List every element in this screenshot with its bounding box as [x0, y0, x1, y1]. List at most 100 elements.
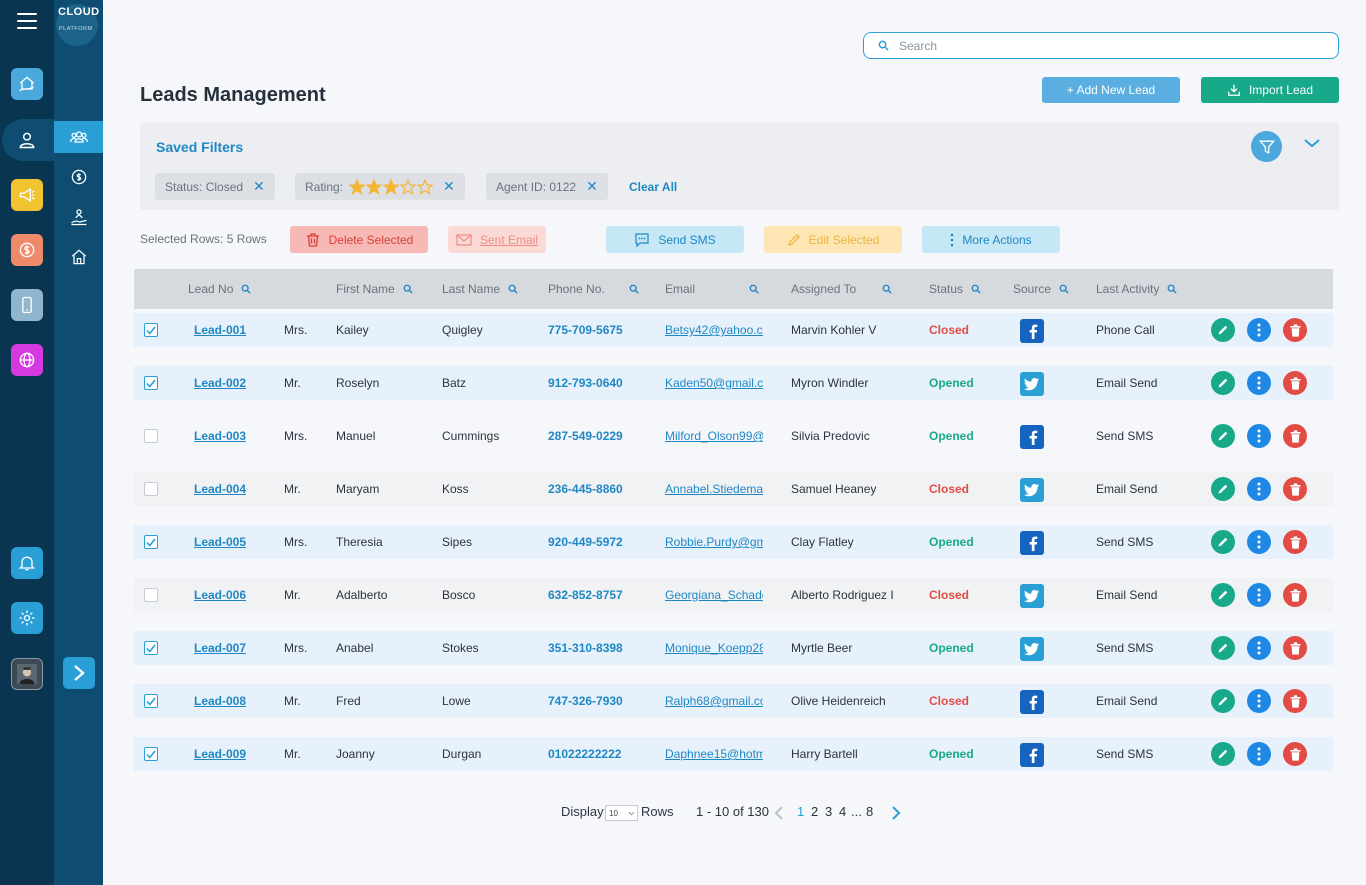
row-checkbox[interactable] [144, 482, 158, 496]
remove-filter-icon[interactable]: ✕ [253, 178, 265, 194]
email-link[interactable]: Monique_Koepp28@gmail.com [665, 641, 763, 655]
table-row[interactable]: Lead-005 Mrs. Theresia Sipes 920-449-5972 Rob… [134, 525, 1333, 559]
table-row[interactable]: Lead-002 Mr. Roselyn Batz 912-793-0640 Kaden5… [134, 366, 1333, 400]
table-row[interactable]: Lead-003 Mrs. Manuel Cummings 287-549-0229 Mi… [134, 419, 1333, 453]
row-more-button[interactable] [1247, 742, 1271, 766]
lead-number-link[interactable]: Lead-009 [194, 747, 247, 761]
edit-selected-button[interactable]: Edit Selected [764, 226, 902, 253]
row-checkbox[interactable] [144, 747, 158, 761]
table-row[interactable]: Lead-007 Mrs. Anabel Stokes 351-310-8398 Moni… [134, 631, 1333, 665]
phone-number[interactable]: 920-449-5972 [548, 535, 623, 549]
phone-number[interactable]: 01022222222 [548, 747, 622, 761]
row-checkbox[interactable] [144, 323, 158, 337]
delete-row-button[interactable] [1283, 424, 1307, 448]
delete-selected-button[interactable]: Delete Selected [290, 226, 428, 253]
delete-row-button[interactable] [1283, 318, 1307, 342]
delete-row-button[interactable] [1283, 530, 1307, 554]
lead-number-link[interactable]: Lead-006 [194, 588, 247, 602]
row-more-button[interactable] [1247, 583, 1271, 607]
edit-row-button[interactable] [1211, 424, 1235, 448]
edit-row-button[interactable] [1211, 530, 1235, 554]
clear-all-link[interactable]: Clear All [629, 180, 678, 194]
edit-row-button[interactable] [1211, 689, 1235, 713]
collapse-filters-button[interactable] [1303, 137, 1321, 152]
delete-row-button[interactable] [1283, 636, 1307, 660]
edit-row-button[interactable] [1211, 477, 1235, 501]
email-link[interactable]: Betsy42@yahoo.com [665, 323, 763, 337]
row-more-button[interactable] [1247, 636, 1271, 660]
row-checkbox[interactable] [144, 694, 158, 708]
table-row[interactable]: Lead-006 Mr. Adalberto Bosco 632-852-8757 Geo… [134, 578, 1333, 612]
col-header-email[interactable]: Email [665, 282, 759, 296]
edit-row-button[interactable] [1211, 742, 1235, 766]
send-sms-button[interactable]: Send SMS [606, 226, 744, 253]
delete-row-button[interactable] [1283, 742, 1307, 766]
table-row[interactable]: Lead-001 Mrs. Kailey Quigley 775-709-5675 Bet… [134, 313, 1333, 347]
row-checkbox[interactable] [144, 535, 158, 549]
table-row[interactable]: Lead-008 Mr. Fred Lowe 747-326-7930 Ralph68@g… [134, 684, 1333, 718]
row-checkbox[interactable] [144, 376, 158, 390]
row-checkbox[interactable] [144, 588, 158, 602]
phone-number[interactable]: 747-326-7930 [548, 694, 623, 708]
row-more-button[interactable] [1247, 530, 1271, 554]
remove-filter-icon[interactable]: ✕ [586, 178, 598, 194]
rail-mobile-icon[interactable] [11, 289, 43, 321]
page-number[interactable]: 1 [797, 804, 805, 819]
user-avatar[interactable] [11, 658, 43, 690]
rail-dollar-icon[interactable] [11, 234, 43, 266]
email-link[interactable]: Ralph68@gmail.com [665, 694, 763, 708]
phone-number[interactable]: 236-445-8860 [548, 482, 623, 496]
sub-item-money[interactable] [54, 161, 103, 193]
import-lead-button[interactable]: Import Lead [1201, 77, 1339, 103]
delete-row-button[interactable] [1283, 583, 1307, 607]
phone-number[interactable]: 351-310-8398 [548, 641, 623, 655]
page-number[interactable]: 4 [839, 804, 847, 819]
delete-row-button[interactable] [1283, 477, 1307, 501]
col-header-phone[interactable]: Phone No. [548, 282, 639, 296]
row-checkbox[interactable] [144, 641, 158, 655]
search-input[interactable] [899, 38, 1319, 53]
row-more-button[interactable] [1247, 318, 1271, 342]
col-header-status[interactable]: Status [929, 282, 981, 296]
lead-number-link[interactable]: Lead-005 [194, 535, 247, 549]
delete-row-button[interactable] [1283, 689, 1307, 713]
page-number[interactable]: 3 [825, 804, 833, 819]
rail-home-hand-icon[interactable] [11, 68, 43, 100]
edit-row-button[interactable] [1211, 318, 1235, 342]
rail-globe-icon[interactable] [11, 344, 43, 376]
prev-page-icon[interactable] [774, 805, 784, 821]
row-more-button[interactable] [1247, 477, 1271, 501]
rows-per-page-select[interactable]: 10 [605, 805, 638, 821]
search-box[interactable] [863, 32, 1339, 59]
lead-number-link[interactable]: Lead-003 [194, 429, 247, 443]
lead-number-link[interactable]: Lead-008 [194, 694, 247, 708]
edit-row-button[interactable] [1211, 636, 1235, 660]
sub-item-home[interactable] [54, 241, 103, 273]
table-row[interactable]: Lead-004 Mr. Maryam Koss 236-445-8860 Annabel… [134, 472, 1333, 506]
email-link[interactable]: Annabel.Stiedemann@yahoo.com [665, 482, 763, 496]
row-checkbox[interactable] [144, 429, 158, 443]
sub-item-leads[interactable] [54, 121, 103, 153]
edit-row-button[interactable] [1211, 583, 1235, 607]
col-header-last-activity[interactable]: Last Activity [1096, 282, 1177, 296]
phone-number[interactable]: 912-793-0640 [548, 376, 623, 390]
remove-filter-icon[interactable]: ✕ [443, 178, 455, 194]
col-header-assigned[interactable]: Assigned To [791, 282, 892, 296]
email-link[interactable]: Daphnee15@hotmail.com [665, 747, 763, 761]
email-link[interactable]: Georgiana_Schaden@yahoo.com [665, 588, 763, 602]
email-link[interactable]: Kaden50@gmail.com [665, 376, 763, 390]
edit-row-button[interactable] [1211, 371, 1235, 395]
rail-megaphone-icon[interactable] [11, 179, 43, 211]
email-link[interactable]: Robbie.Purdy@gmail.com [665, 535, 763, 549]
lead-number-link[interactable]: Lead-007 [194, 641, 247, 655]
add-new-lead-button[interactable]: + Add New Lead [1042, 77, 1180, 103]
expand-sidebar-button[interactable] [63, 657, 95, 689]
page-number[interactable]: 8 [866, 804, 874, 819]
delete-row-button[interactable] [1283, 371, 1307, 395]
col-header-source[interactable]: Source [1013, 282, 1069, 296]
lead-number-link[interactable]: Lead-001 [194, 323, 247, 337]
send-email-button[interactable]: Sent Email [448, 226, 546, 253]
more-actions-button[interactable]: More Actions [922, 226, 1060, 253]
col-header-lead-no[interactable]: Lead No [188, 282, 252, 296]
filter-button[interactable] [1251, 131, 1282, 162]
